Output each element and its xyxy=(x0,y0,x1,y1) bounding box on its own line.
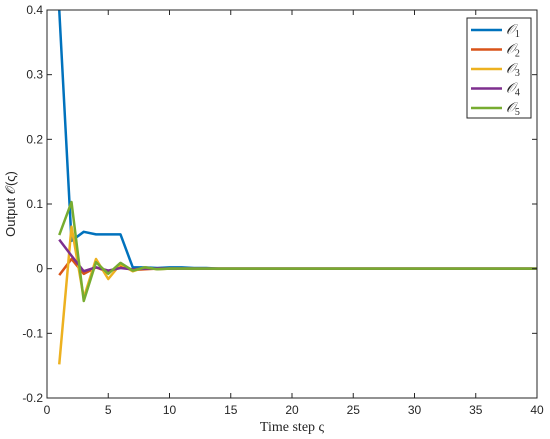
series-line-1 xyxy=(59,10,537,269)
y-tick-label: -0.2 xyxy=(22,391,43,405)
plot-lines xyxy=(59,10,537,364)
y-tick-label: 0.2 xyxy=(26,132,43,146)
y-tick-label: 0.1 xyxy=(26,197,43,211)
legend-label-subscript: 3 xyxy=(515,68,520,79)
legend-label-subscript: 4 xyxy=(515,88,520,99)
legend-label-subscript: 1 xyxy=(515,29,520,40)
y-tick-label: 0 xyxy=(36,262,43,276)
series-line-3 xyxy=(59,227,537,365)
x-tick-label: 5 xyxy=(105,403,112,417)
y-tick-label: -0.1 xyxy=(22,326,43,340)
y-tick-label: 0.4 xyxy=(26,3,43,17)
x-tick-label: 15 xyxy=(224,403,238,417)
x-tick-label: 20 xyxy=(285,403,299,417)
x-tick-label: 40 xyxy=(530,403,544,417)
x-tick-label: 35 xyxy=(469,403,483,417)
series-line-4 xyxy=(59,240,537,272)
series-line-5 xyxy=(59,202,537,301)
y-axis-title: Output 𝒪(ς) xyxy=(3,171,18,237)
legend-label-subscript: 5 xyxy=(515,107,520,118)
x-axis-title: Time step ς xyxy=(260,420,325,435)
x-tick-label: 0 xyxy=(44,403,51,417)
y-tick-label: 0.3 xyxy=(26,68,43,82)
legend-label-subscript: 2 xyxy=(515,49,520,60)
x-tick-label: 30 xyxy=(408,403,422,417)
x-tick-label: 10 xyxy=(163,403,177,417)
y-axis: -0.2 -0.1 0 0.1 0.2 0.3 0.4 xyxy=(22,3,537,405)
x-tick-label: 25 xyxy=(347,403,361,417)
plot-frame xyxy=(47,10,537,398)
